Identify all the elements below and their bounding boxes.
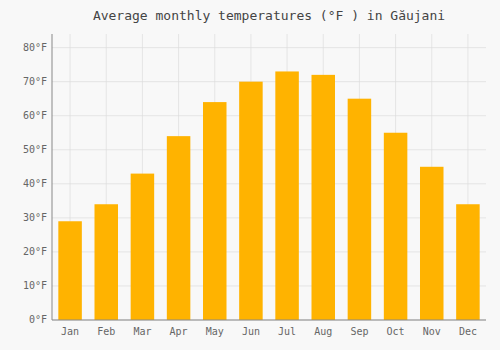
bar xyxy=(203,102,227,320)
x-tick-label: Jun xyxy=(242,326,260,337)
bars xyxy=(58,71,479,320)
y-tick-label: 20°F xyxy=(23,246,47,257)
y-axis-line xyxy=(52,34,53,320)
grid-line-y xyxy=(52,115,486,116)
bar xyxy=(420,167,444,320)
y-tick-label: 0°F xyxy=(29,314,47,325)
grid-line-y xyxy=(52,149,486,150)
x-tick-label: May xyxy=(206,326,224,337)
bar xyxy=(348,99,372,320)
x-tick-label: Jan xyxy=(61,326,79,337)
y-tick-label: 70°F xyxy=(23,76,47,87)
x-tick-label: Dec xyxy=(459,326,477,337)
bar xyxy=(167,136,191,320)
grid xyxy=(52,34,486,320)
bar xyxy=(275,71,299,320)
grid-line-y xyxy=(52,47,486,48)
title: Average monthly temperatures (°F ) in Gă… xyxy=(93,8,445,23)
chart: 0°F 10°F 20°F 30°F 40°F 50°F 60°F 70°F 80°F Jan Fe… xyxy=(0,0,500,350)
background xyxy=(0,0,500,350)
y-tick-label: 40°F xyxy=(23,178,47,189)
bar xyxy=(239,82,263,320)
y-tick-label: 30°F xyxy=(23,212,47,223)
grid-line-y xyxy=(52,320,486,321)
x-tick-label: Jul xyxy=(278,326,296,337)
y-tick-label: 50°F xyxy=(23,144,47,155)
bar xyxy=(94,204,118,320)
bar xyxy=(311,75,335,320)
bar xyxy=(131,174,155,320)
grid-line-y xyxy=(52,81,486,82)
x-tick-label: Feb xyxy=(97,326,115,337)
chart-container: 0°F 10°F 20°F 30°F 40°F 50°F 60°F 70°F 80°F Jan Fe… xyxy=(0,0,500,350)
x-tick-label: Nov xyxy=(423,326,441,337)
bar xyxy=(58,221,82,320)
x-axis-line xyxy=(52,320,486,321)
x-tick-label: Aug xyxy=(314,326,332,337)
y-tick-label: 80°F xyxy=(23,42,47,53)
x-tick-label: Mar xyxy=(133,326,151,337)
x-tick-label: Oct xyxy=(387,326,405,337)
x-tick-label: Apr xyxy=(170,326,188,337)
x-tick-label: Sep xyxy=(350,326,368,337)
bar xyxy=(456,204,480,320)
bar xyxy=(384,133,408,320)
y-tick-label: 10°F xyxy=(23,280,47,291)
y-tick-label: 60°F xyxy=(23,110,47,121)
